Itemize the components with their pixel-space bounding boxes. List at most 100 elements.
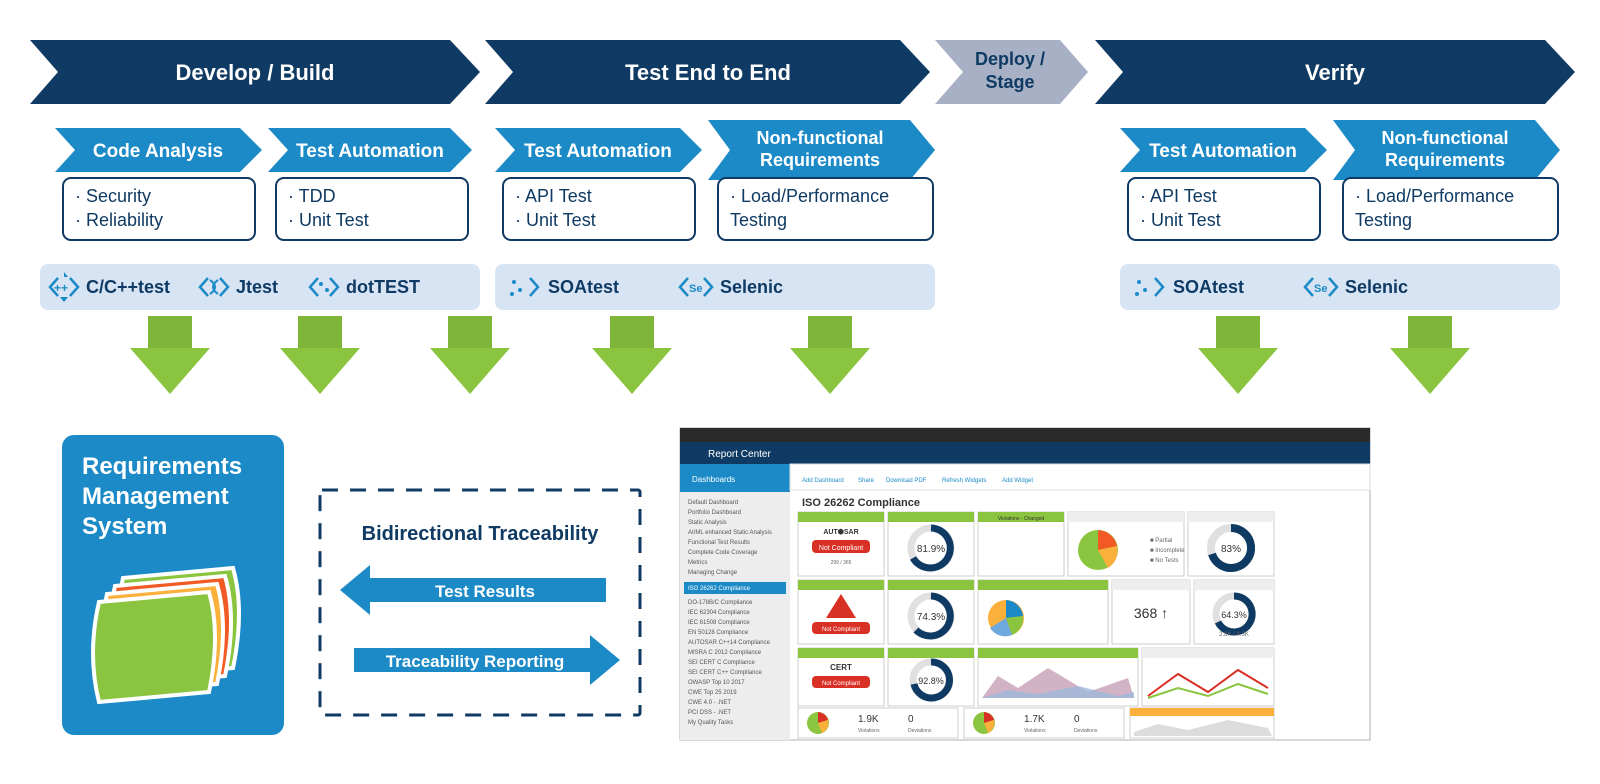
svg-text:1.9K: 1.9K — [858, 714, 879, 725]
box2-l1: · Unit Test — [515, 210, 596, 230]
top-phases: Develop / Build Test End to End Deploy /… — [30, 40, 1575, 104]
svg-text:DO-178B/C Compliance: DO-178B/C Compliance — [688, 600, 753, 606]
svg-text:92.8%: 92.8% — [918, 676, 944, 686]
box2-l0: · API Test — [515, 186, 592, 206]
svg-text:Not Compliant: Not Compliant — [822, 681, 860, 687]
box5-l0: · Load/Performance — [1355, 186, 1514, 206]
svg-text:MISRA C 2012 Compliance: MISRA C 2012 Compliance — [688, 650, 762, 656]
svg-text:Violations - Changed: Violations - Changed — [998, 516, 1045, 522]
box5-l1: Testing — [1355, 210, 1412, 230]
sub-nfr-1a: Non-functional — [757, 128, 884, 148]
svg-text:Functional Test Results: Functional Test Results — [688, 540, 750, 546]
green-arrows — [130, 316, 1470, 394]
svg-text:Managing Change: Managing Change — [688, 570, 738, 576]
tool-selenic-label: Selenic — [720, 277, 783, 297]
box3-l0: · Load/Performance — [730, 186, 889, 206]
tool-strips: ++ C/C++test Jtest dotTEST SOAtest Se Se… — [40, 264, 1560, 310]
diagram-svg: Develop / Build Test End to End Deploy /… — [0, 0, 1600, 779]
svg-text:1.7K: 1.7K — [1024, 714, 1045, 725]
svg-text:CERT: CERT — [830, 663, 852, 672]
sub-code-analysis: Code Analysis — [93, 141, 223, 162]
svg-text:Static Analysis: Static Analysis — [688, 520, 727, 526]
svg-text:Portfolio Dashboard: Portfolio Dashboard — [688, 510, 741, 516]
req-l0: Requirements — [82, 453, 242, 480]
svg-text:IEC 61508 Compliance: IEC 61508 Compliance — [688, 620, 750, 626]
svg-text:Deviations: Deviations — [908, 728, 932, 734]
svg-text:83%: 83% — [1221, 544, 1241, 555]
svg-text:2.8K / 4.3K: 2.8K / 4.3K — [1219, 632, 1249, 638]
svg-text:ISO 26262 Compliance: ISO 26262 Compliance — [688, 586, 751, 592]
phase-verify-label: Verify — [1305, 60, 1366, 85]
box4-l1: · Unit Test — [1140, 210, 1221, 230]
svg-text:74.3%: 74.3% — [917, 612, 945, 623]
svg-text:Add Widget: Add Widget — [1002, 478, 1033, 484]
svg-text:Download PDF: Download PDF — [886, 478, 927, 484]
svg-text:Violations: Violations — [858, 728, 880, 734]
tool-selenic2-label: Selenic — [1345, 277, 1408, 297]
box3-l1: Testing — [730, 210, 787, 230]
traceability-panel: Bidirectional Traceability Test Results … — [320, 490, 640, 715]
sub-nfr-2a: Non-functional — [1382, 128, 1509, 148]
svg-text:Violations: Violations — [1024, 728, 1046, 734]
dash-side-top: Dashboards — [692, 475, 735, 484]
svg-text:AI/ML enhanced Static Analysis: AI/ML enhanced Static Analysis — [688, 530, 772, 536]
req-l2: System — [82, 513, 167, 540]
svg-text:CWE 4.0 - .NET: CWE 4.0 - .NET — [688, 700, 731, 706]
svg-text:AUT⬢SAR: AUT⬢SAR — [823, 528, 858, 536]
svg-text:■ No Tests: ■ No Tests — [1150, 558, 1179, 564]
svg-text:Se: Se — [689, 283, 702, 295]
tool-cpp-label: C/C++test — [86, 277, 170, 297]
svg-text:++: ++ — [54, 281, 68, 295]
svg-text:Deviations: Deviations — [1074, 728, 1098, 734]
svg-text:IEC 62304 Compliance: IEC 62304 Compliance — [688, 610, 750, 616]
tool-soatest-label: SOAtest — [548, 277, 619, 297]
svg-text:81.9%: 81.9% — [917, 544, 945, 555]
trace-title: Bidirectional Traceability — [362, 523, 600, 545]
req-l1: Management — [82, 483, 229, 510]
svg-text:■ Incomplete: ■ Incomplete — [1150, 548, 1185, 554]
tool-soatest2-label: SOAtest — [1173, 277, 1244, 297]
svg-text:0: 0 — [1074, 714, 1080, 725]
phase-deploy-line1: Deploy / — [975, 49, 1045, 69]
box0-l0: · Security — [75, 186, 151, 206]
svg-text:PCI DSS - .NET: PCI DSS - .NET — [688, 710, 731, 716]
sub-nfr-2b: Requirements — [1385, 150, 1505, 170]
sub-chevrons-row: Code Analysis Test Automation Test Autom… — [55, 120, 1560, 180]
tool-dottest-label: dotTEST — [346, 277, 420, 297]
sub-nfr-1b: Requirements — [760, 150, 880, 170]
svg-text:Add Dashboard: Add Dashboard — [802, 478, 844, 484]
sub-test-auto-3: Test Automation — [1149, 141, 1297, 162]
arrow-left-label: Test Results — [435, 582, 535, 601]
detail-boxes: · Security · Reliability · TDD · Unit Te… — [63, 178, 1558, 240]
svg-text:■ Partial: ■ Partial — [1150, 538, 1172, 544]
doc-stack-icon — [93, 568, 239, 702]
box1-l0: · TDD — [288, 186, 336, 206]
svg-text:368 ↑: 368 ↑ — [1134, 605, 1168, 621]
svg-text:Refresh Widgets: Refresh Widgets — [942, 478, 986, 484]
svg-text:Share: Share — [858, 478, 875, 484]
svg-text:Complete Code Coverage: Complete Code Coverage — [688, 550, 758, 556]
dash-panel-title: ISO 26262 Compliance — [802, 497, 920, 509]
sub-test-auto-1: Test Automation — [296, 141, 444, 162]
phase-deploy-line2: Stage — [985, 72, 1034, 92]
svg-text:0: 0 — [908, 714, 914, 725]
svg-text:Default Dashboard: Default Dashboard — [688, 500, 738, 506]
requirements-box: Requirements Management System — [62, 435, 284, 735]
box0-l1: · Reliability — [75, 210, 163, 230]
svg-text:My Quality Tasks: My Quality Tasks — [688, 720, 733, 726]
svg-text:OWASP Top 10 2017: OWASP Top 10 2017 — [688, 680, 745, 686]
svg-text:SEI CERT C++ Compliance: SEI CERT C++ Compliance — [688, 670, 762, 676]
box1-l1: · Unit Test — [288, 210, 369, 230]
svg-text:299 / 365: 299 / 365 — [831, 560, 852, 566]
arrow-right-label: Traceability Reporting — [386, 652, 565, 671]
svg-text:SEI CERT C Compliance: SEI CERT C Compliance — [688, 660, 755, 666]
tool-jtest-label: Jtest — [236, 277, 278, 297]
gauge0-badge: Not Compliant — [819, 545, 863, 552]
dash-title: Report Center — [708, 449, 771, 460]
phase-test-label: Test End to End — [625, 60, 791, 85]
svg-text:EN 50128 Compliance: EN 50128 Compliance — [688, 630, 749, 636]
svg-text:AUTOSAR C++14 Compliance: AUTOSAR C++14 Compliance — [688, 640, 771, 646]
svg-text:CWE Top 25 2019: CWE Top 25 2019 — [688, 690, 737, 696]
svg-text:64.3%: 64.3% — [1221, 610, 1247, 620]
sub-test-auto-2: Test Automation — [524, 141, 672, 162]
